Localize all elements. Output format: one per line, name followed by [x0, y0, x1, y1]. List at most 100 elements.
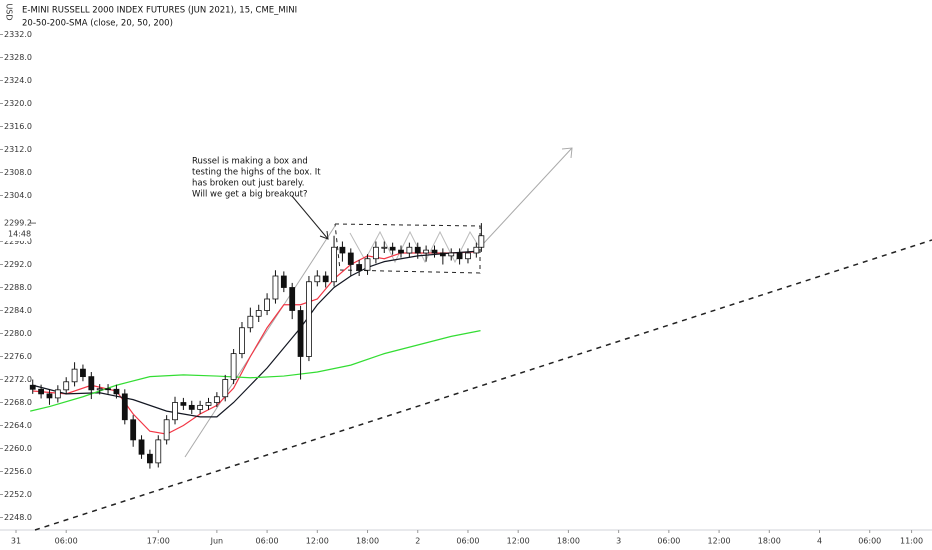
last-time: 14:48 — [8, 230, 31, 239]
candle-body — [272, 275, 279, 300]
x-tick-label: 12:00 — [708, 537, 731, 546]
candle-body — [448, 252, 455, 257]
candle-body — [473, 246, 480, 254]
sma-line — [30, 330, 481, 412]
candle-body — [172, 402, 178, 421]
breakout-arrow — [482, 147, 573, 245]
chart-title: E-MINI RUSSELL 2000 INDEX FUTURES (JUN 2… — [22, 6, 297, 16]
candle-body — [130, 419, 137, 441]
candle-body — [113, 388, 120, 395]
x-tick-label: 31 — [11, 537, 21, 546]
y-tick-label: 2284.0 — [4, 306, 32, 315]
x-tick-label: 17:00 — [147, 537, 170, 546]
x-tick-label: 06:00 — [256, 537, 279, 546]
trend-line — [34, 239, 932, 531]
candle-body — [138, 439, 145, 455]
candle-body — [105, 388, 111, 391]
candle-body — [230, 353, 237, 380]
candle-body — [322, 275, 329, 283]
x-tick-label: Jun — [210, 537, 224, 546]
arrow-head — [561, 147, 573, 159]
candle-body — [71, 368, 78, 383]
y-tick-label: 2320.0 — [4, 99, 32, 108]
y-tick-label: 2312.0 — [4, 145, 32, 154]
candle-body — [255, 310, 262, 317]
y-tick-label: 2256.0 — [4, 467, 32, 476]
x-tick-label: 06:00 — [456, 537, 479, 546]
candle-body — [80, 368, 86, 378]
x-tick-label: 2 — [415, 537, 420, 546]
candle-body — [88, 376, 95, 391]
y-tick-label: 2248.0 — [4, 513, 32, 522]
candle-body — [180, 402, 187, 406]
candle-body — [306, 281, 312, 357]
candle-body — [29, 384, 36, 390]
candle-body — [347, 252, 354, 265]
candle-body — [439, 252, 446, 257]
candle-body — [423, 249, 430, 254]
candle-body — [478, 235, 485, 248]
currency: USD — [5, 3, 14, 20]
candle-body — [247, 315, 254, 329]
x-tick-label: 3 — [616, 537, 621, 546]
box — [334, 223, 481, 274]
y-tick-label: 2288.0 — [4, 283, 32, 292]
candle-body — [289, 287, 296, 311]
x-tick-label: 18:00 — [557, 537, 580, 546]
candle-body — [205, 402, 212, 406]
candle-body — [456, 252, 463, 260]
last-price: 2299.2 — [4, 219, 32, 228]
candle-body — [339, 246, 346, 254]
candle-body — [431, 249, 438, 254]
y-tick-label: 2260.0 — [4, 444, 32, 453]
candle-body — [38, 388, 44, 395]
candle-body — [163, 419, 170, 441]
candle-body — [46, 393, 53, 399]
y-tick-label: 2268.0 — [4, 398, 32, 407]
candle-body — [381, 246, 388, 249]
annotation: Russel is making a box and — [192, 157, 308, 167]
candle-body — [188, 404, 195, 410]
x-tick-label: 06:00 — [657, 537, 680, 546]
y-tick-label: 2332.0 — [4, 30, 32, 39]
candle-body — [331, 246, 337, 283]
candle-body — [264, 298, 270, 311]
annotation: has broken out just barely. — [192, 179, 304, 189]
candle-body — [280, 275, 287, 288]
x-tick-label: 4 — [817, 537, 822, 546]
candle-body — [297, 310, 304, 357]
x-tick-label: 18:00 — [356, 537, 379, 546]
x-tick-label: 12:00 — [507, 537, 530, 546]
y-tick-label: 2304.0 — [4, 191, 32, 200]
y-tick-label: 2264.0 — [4, 421, 32, 430]
x-tick-label: 06:00 — [55, 537, 78, 546]
y-tick-label: 2272.0 — [4, 375, 32, 384]
candle-body — [372, 246, 379, 260]
candle-body — [121, 393, 128, 421]
x-tick-label: 18:00 — [758, 537, 781, 546]
candle-body — [147, 453, 153, 464]
y-tick-label: 2280.0 — [4, 329, 32, 338]
candle-body — [222, 379, 229, 398]
candle-body — [398, 249, 404, 254]
y-tick-label: 2328.0 — [4, 53, 32, 62]
last-price-tag — [0, 217, 30, 242]
candle-body — [213, 396, 220, 403]
candle-body — [364, 258, 371, 271]
x-tick-label: 11:00 — [900, 537, 923, 546]
candle-body — [314, 275, 321, 283]
candle-body — [239, 327, 245, 355]
candle-body — [356, 264, 363, 271]
chart-subtitle: 20-50-200-SMA (close, 20, 50, 200) — [22, 19, 173, 29]
y-tick-label: 2292.0 — [4, 260, 32, 269]
annotation: Will we get a big breakout? — [192, 190, 308, 200]
candle-body — [96, 388, 103, 391]
projection-line — [184, 225, 336, 458]
y-tick-label: 2296.0 — [4, 237, 32, 246]
candle-body — [389, 246, 396, 251]
candle-body — [197, 404, 204, 410]
candle-body — [155, 439, 162, 464]
x-tick-label: 12:00 — [306, 537, 329, 546]
